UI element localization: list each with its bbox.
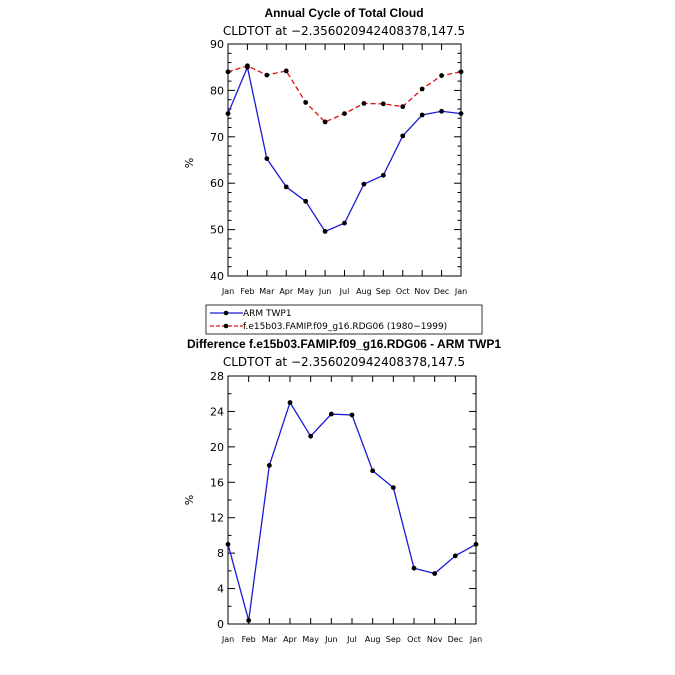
series-line-0 (227, 401, 477, 621)
chart-title: Annual Cycle of Total Cloud (264, 6, 423, 20)
data-point (432, 571, 438, 576)
x-tick-label: May (297, 287, 314, 296)
legend-entry-model: f.e15b03.FAMIP.f09_g16.RDG06 (1980−1999) (210, 322, 447, 332)
data-point (322, 229, 328, 234)
difference-chart-title: Difference f.e15b03.FAMIP.f09_g16.RDG06 … (187, 337, 501, 351)
x-tick-label: May (302, 635, 319, 644)
y-tick-label: 80 (210, 84, 224, 97)
line-chart-annual-cycle: % Jan Feb Mar Apr May Jun Jul Aug Sep Oct Nov Dec Ja… (183, 38, 467, 296)
data-point (225, 111, 231, 116)
data-point (303, 198, 309, 204)
y-tick-label: 70 (210, 131, 224, 144)
data-point (411, 565, 417, 571)
x-tick-label: Nov (427, 635, 443, 644)
legend-label-arm: ARM TWP1 (243, 309, 292, 319)
data-point (361, 181, 367, 187)
x-tick-label: Oct (396, 287, 410, 296)
y-tick-label: 4 (217, 583, 224, 596)
legend-label-model: f.e15b03.FAMIP.f09_g16.RDG06 (1980−1999) (243, 322, 447, 332)
data-point (419, 112, 425, 118)
x-tick-label: Oct (407, 635, 421, 644)
y-tick-label: 50 (210, 224, 224, 237)
y-tick-label: 16 (210, 476, 224, 489)
difference-chart-subtitle: CLDTOT at −2.356020942408378,147.5 (223, 355, 465, 369)
y-tick-label: 20 (210, 441, 224, 454)
x-tick-label: Jun (318, 287, 332, 296)
x-tick-label: Jan (469, 635, 482, 644)
data-point (473, 541, 479, 547)
x-tick-label: Feb (242, 635, 256, 644)
chart-subtitle: CLDTOT at −2.356020942408378,147.5 (223, 24, 465, 38)
data-point (303, 100, 309, 105)
x-tick-label: Jan (221, 287, 234, 296)
data-point (245, 63, 250, 69)
x-tick-label: Apr (279, 287, 294, 296)
data-point (246, 618, 252, 623)
data-point (458, 111, 464, 116)
x-tick-label: Aug (365, 635, 381, 644)
data-point (400, 104, 406, 110)
legend-box (205, 304, 483, 335)
data-point (225, 69, 231, 75)
x-tick-label: Dec (434, 287, 449, 296)
data-point (361, 100, 367, 106)
y-tick-label: 40 (210, 270, 224, 283)
legend: ARM TWP1 f.e15b03.FAMIP.f09_g16.RDG06 (1… (205, 304, 483, 335)
y-tick-label: 12 (210, 512, 224, 525)
y-tick-label: 24 (210, 405, 224, 418)
data-point (349, 412, 355, 418)
data-point (370, 468, 376, 474)
x-tick-label: Sep (386, 635, 401, 644)
x-tick-label: Aug (356, 287, 372, 296)
data-point (439, 73, 444, 78)
data-point (458, 69, 464, 75)
y-axis-label: % (183, 495, 196, 505)
x-tick-label: Apr (283, 635, 298, 644)
y-tick-label: 90 (210, 38, 224, 51)
data-point (322, 119, 328, 125)
x-tick-label: Mar (262, 635, 278, 644)
line-chart-difference: % Jan Feb Mar Apr May Jun Jul Aug Sep Oct Nov Dec Ja… (183, 370, 482, 644)
legend-marker-arm (223, 310, 229, 316)
x-tick-label: Jan (454, 287, 467, 296)
x-tick-label: Jul (346, 635, 357, 644)
legend-entry-arm-twp1: ARM TWP1 (210, 309, 292, 319)
x-tick-label: Dec (448, 635, 463, 644)
data-point (266, 463, 272, 468)
data-point (328, 411, 334, 417)
data-point (419, 86, 425, 92)
data-point (400, 133, 406, 139)
plot-frame (227, 43, 462, 277)
x-tick-label: Feb (240, 287, 254, 296)
data-point (283, 68, 289, 74)
data-point (283, 184, 289, 190)
y-tick-label: 8 (217, 547, 224, 560)
x-tick-label: Jul (339, 287, 350, 296)
x-tick-label: Sep (376, 287, 391, 296)
y-tick-label: 28 (210, 370, 224, 383)
x-tick-label: Jun (324, 635, 338, 644)
data-point (308, 433, 314, 439)
data-point (264, 72, 270, 78)
data-point (452, 553, 458, 559)
data-point (287, 400, 293, 405)
y-axis-label: % (183, 158, 196, 168)
data-point (380, 172, 386, 178)
data-point (264, 156, 270, 162)
data-point (390, 485, 396, 490)
y-tick-label: 0 (217, 618, 224, 631)
data-point (342, 220, 347, 226)
legend-marker-model (223, 323, 229, 329)
series-line-0 (227, 65, 462, 233)
y-tick-label: 60 (210, 177, 224, 190)
data-point (342, 111, 347, 116)
data-point (225, 541, 231, 547)
data-point (439, 108, 444, 114)
data-point (380, 101, 386, 107)
x-tick-label: Mar (259, 287, 275, 296)
x-tick-label: Jan (221, 635, 234, 644)
x-tick-label: Nov (414, 287, 430, 296)
